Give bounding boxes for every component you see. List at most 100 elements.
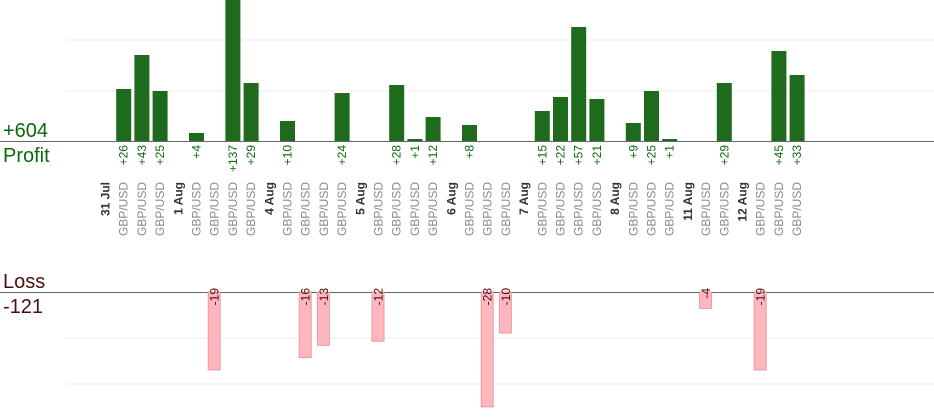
date-label: 11 Aug [681, 182, 695, 221]
profit-value-label: +4 [190, 145, 204, 159]
pair-label: GBP/USD [190, 182, 204, 236]
profit-bar [571, 27, 587, 141]
profit-bar [644, 91, 659, 141]
profit-bar [462, 125, 477, 141]
pair-label: GBP/USD [481, 182, 495, 236]
loss-value-label: -12 [372, 288, 386, 306]
profit-value-label: +43 [135, 145, 149, 166]
profit-value-label: +29 [717, 145, 731, 166]
date-label: 6 Aug [444, 182, 458, 215]
profit-total: +604 [3, 120, 49, 142]
loss-value-label: -10 [499, 288, 513, 306]
pair-label: GBP/USD [408, 182, 422, 236]
pair-label: GBP/USD [299, 182, 313, 236]
profit-bar [662, 139, 678, 141]
profit-bar [152, 91, 168, 141]
loss-label: Loss [3, 271, 46, 293]
profit-value-label: +29 [244, 145, 258, 166]
profit-value-label: +8 [463, 145, 477, 159]
profit-bar [334, 93, 350, 141]
pair-label: GBP/USD [590, 182, 604, 236]
profit-value-label: +24 [335, 145, 349, 166]
pair-label: GBP/USD [390, 182, 404, 236]
profit-value-label: +1 [663, 145, 677, 159]
profit-value-label: +137 [226, 145, 240, 172]
pair-label: GBP/USD [535, 182, 549, 236]
loss-value-label: -13 [317, 288, 331, 306]
loss-bar [753, 291, 767, 371]
profit-value-label: +33 [790, 145, 804, 166]
pair-label: GBP/USD [717, 182, 731, 236]
profit-bar [553, 97, 568, 141]
profit-bar [771, 51, 787, 141]
profit-value-label: +25 [153, 145, 167, 166]
profit-label: Profit [3, 145, 50, 167]
profit-bar [789, 75, 805, 141]
profit-value-label: +10 [281, 145, 295, 166]
profit-bar [243, 83, 259, 141]
pair-label: GBP/USD [572, 182, 586, 236]
loss-total: -121 [3, 296, 44, 318]
profit-bar [389, 85, 405, 141]
date-label: 4 Aug [262, 182, 276, 215]
loss-value-label: -4 [699, 288, 713, 299]
profit-value-label: +1 [408, 145, 422, 159]
pair-label: GBP/USD [117, 182, 131, 236]
loss-bar [699, 291, 713, 309]
profit-value-label: +57 [572, 145, 586, 166]
profit-value-label: +26 [117, 145, 131, 166]
loss-bar [316, 291, 330, 346]
pair-label: GBP/USD [663, 182, 677, 236]
profit-bar [280, 121, 295, 141]
loss-bar [498, 291, 512, 334]
pair-label: GBP/USD [645, 182, 659, 236]
profit-value-label: +45 [772, 145, 786, 166]
profit-value-label: +28 [390, 145, 404, 166]
pair-label: GBP/USD [135, 182, 149, 236]
loss-value-label: -19 [754, 288, 768, 306]
profit-bar [225, 0, 241, 141]
pair-label: GBP/USD [772, 182, 786, 236]
profit-value-label: +15 [535, 145, 549, 166]
loss-bar [207, 291, 221, 371]
loss-bar [298, 291, 312, 359]
profit-bar [589, 99, 605, 141]
loss-bar [371, 291, 385, 342]
profit-bar [116, 89, 132, 141]
pair-label: GBP/USD [208, 182, 222, 236]
profit-value-label: +9 [626, 145, 640, 159]
profit-bar [189, 133, 204, 141]
profit-bar [425, 117, 441, 141]
profit-bar [534, 111, 550, 141]
profit-bar [716, 83, 732, 141]
date-label: 7 Aug [517, 182, 531, 215]
profit-value-label: +21 [590, 145, 604, 166]
pair-label: GBP/USD [699, 182, 713, 236]
pair-label: GBP/USD [463, 182, 477, 236]
profit-bar [625, 123, 641, 141]
pair-label: GBP/USD [426, 182, 440, 236]
date-label: 8 Aug [608, 182, 622, 215]
loss-value-label: -19 [208, 288, 222, 306]
date-label: 1 Aug [171, 182, 185, 215]
pair-label: GBP/USD [754, 182, 768, 236]
pair-label: GBP/USD [226, 182, 240, 236]
profit-bar [407, 139, 423, 141]
pair-label: GBP/USD [335, 182, 349, 236]
pair-label: GBP/USD [372, 182, 386, 236]
date-label: 12 Aug [736, 182, 750, 222]
loss-bar [480, 291, 494, 408]
pair-label: GBP/USD [554, 182, 568, 236]
pair-label: GBP/USD [281, 182, 295, 236]
profit-value-label: +12 [426, 145, 440, 166]
loss-value-label: -16 [299, 288, 313, 306]
pair-label: GBP/USD [790, 182, 804, 236]
date-label: 5 Aug [353, 182, 367, 215]
profit-value-label: +25 [645, 145, 659, 166]
loss-value-label: -28 [481, 288, 495, 306]
profit-bar [134, 55, 150, 141]
date-label: 31 Jul [99, 182, 113, 216]
pair-label: GBP/USD [244, 182, 258, 236]
pair-label: GBP/USD [499, 182, 513, 236]
pair-label: GBP/USD [626, 182, 640, 236]
